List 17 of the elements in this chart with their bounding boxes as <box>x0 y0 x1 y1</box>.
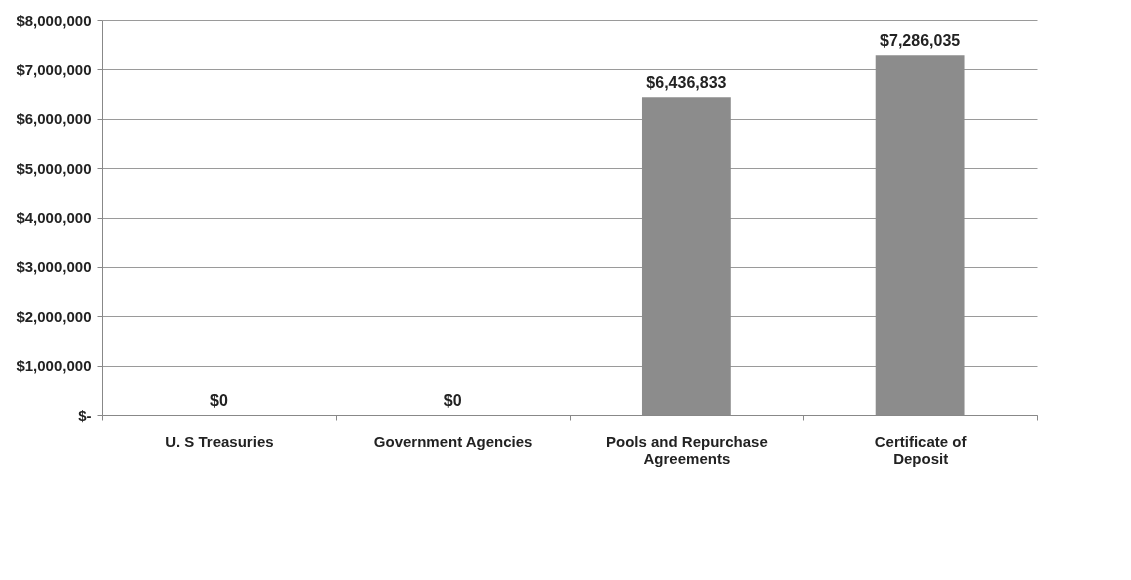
y-tick-label: $7,000,000 <box>16 60 92 78</box>
y-tick-label: $5,000,000 <box>16 159 92 177</box>
data-label: $6,436,833 <box>646 74 727 92</box>
data-label: $0 <box>209 392 228 409</box>
x-tick-label: U. S Treasuries <box>165 432 274 450</box>
x-tick-label: Government Agencies <box>373 432 533 450</box>
y-tick-label: $4,000,000 <box>16 209 92 226</box>
y-tick-label: $1,000,000 <box>16 357 92 375</box>
y-tick-label: $6,000,000 <box>16 110 92 128</box>
y-tick-label: $3,000,000 <box>16 258 92 276</box>
y-tick-label: $8,000,000 <box>16 11 92 29</box>
x-tick-label: Certificate of Deposit <box>874 432 968 467</box>
x-tick-label: Pools and Repurchase Agreements <box>606 432 768 467</box>
y-tick-label: $2,000,000 <box>16 307 92 325</box>
y-tick-label: $- <box>78 406 92 424</box>
data-label: $0 <box>443 392 462 409</box>
data-label: $7,286,035 <box>880 32 961 50</box>
